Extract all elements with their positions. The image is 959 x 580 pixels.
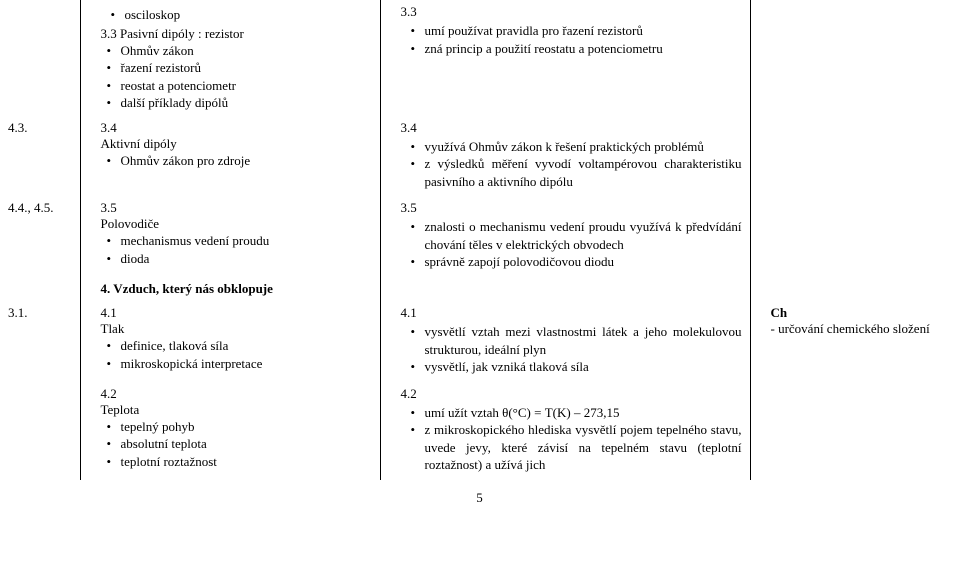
col-section-ref: 3.1.: [0, 301, 80, 382]
sub-bullet-item: Ohmův zákon: [107, 42, 372, 60]
table-row: 4.4., 4.5.3.5Polovodičemechanismus veden…: [0, 196, 959, 277]
curriculum-table: osciloskop3.3 Pasivní dipóly : rezistorO…: [0, 0, 959, 480]
col-links: [750, 0, 959, 116]
heading: 4. Vzduch, který nás obklopuje: [89, 281, 372, 297]
text-line: 3.4: [389, 120, 742, 136]
col-outcomes: 3.4 využívá Ohmův zákon k řešení praktick…: [380, 116, 750, 197]
text-line: Tlak: [89, 321, 372, 337]
col-content: osciloskop 3.3 Pasivní dipóly : rezistorO…: [80, 0, 380, 116]
bullet-list: znalosti o mechanismu vedení proudu využ…: [389, 218, 742, 271]
text-line: - určování chemického složení: [759, 321, 952, 337]
col-section-ref: [0, 0, 80, 116]
bullet-item: umí používat pravidla pro řazení rezisto…: [411, 22, 742, 40]
col-links: [750, 116, 959, 197]
table-row: 3.1.4.1Tlakdefinice, tlaková sílamikrosk…: [0, 301, 959, 382]
bullet-item: zná princip a použití reostatu a potenci…: [411, 40, 742, 58]
sub-bullet-item: absolutní teplota: [107, 435, 372, 453]
text-line: 3.5: [89, 200, 372, 216]
col-content: 3.4Aktivní dipólyOhmův zákon pro zdroje: [80, 116, 380, 197]
col-section-ref: 4.4., 4.5.: [0, 196, 80, 277]
text-line: Polovodiče: [89, 216, 372, 232]
table-row: 4.3.3.4Aktivní dipólyOhmův zákon pro zdr…: [0, 116, 959, 197]
table-row: 4. Vzduch, který nás obklopuje: [0, 277, 959, 301]
bullet-item: z mikroskopického hlediska vysvětlí poje…: [411, 421, 742, 474]
text-line: Teplota: [89, 402, 372, 418]
text-line: 3.3 Pasivní dipóly : rezistor: [89, 26, 372, 42]
bullet-list: umí užít vztah θ(°C) = T(K) – 273,15z mi…: [389, 404, 742, 474]
sub-bullet-list: Ohmův zákonřazení rezistorůreostat a pot…: [89, 42, 372, 112]
bullet-list: umí používat pravidla pro řazení rezisto…: [389, 22, 742, 57]
col-content: 4. Vzduch, který nás obklopuje: [80, 277, 380, 301]
bullet-list: vysvětlí vztah mezi vlastnostmi látek a …: [389, 323, 742, 376]
col-outcomes: 4.1 vysvětlí vztah mezi vlastnostmi látek…: [380, 301, 750, 382]
col-links: [750, 277, 959, 301]
page-number: 5: [0, 480, 959, 506]
text-line: Aktivní dipóly: [89, 136, 372, 152]
table-row: osciloskop 3.3 Pasivní dipóly : rezistorO…: [0, 0, 959, 116]
text-line: 3.5: [389, 200, 742, 216]
text-line: 4.1: [389, 305, 742, 321]
bullet-item: správně zapojí polovodičovou diodu: [411, 253, 742, 271]
text-line: 4.2: [389, 386, 742, 402]
sub-bullet-list: mechanismus vedení proududioda: [89, 232, 372, 267]
sub-bullet-item: mikroskopická interpretace: [107, 355, 372, 373]
text-line: 4.2: [89, 386, 372, 402]
bullet-item: vysvětlí vztah mezi vlastnostmi látek a …: [411, 323, 742, 358]
col-outcomes: 4.2 umí užít vztah θ(°C) = T(K) – 273,15z…: [380, 382, 750, 480]
bullet-item: z výsledků měření vyvodí voltampérovou c…: [411, 155, 742, 190]
sub-bullet-item: Ohmův zákon pro zdroje: [107, 152, 372, 170]
sub-bullet-item: dioda: [107, 250, 372, 268]
col-outcomes: [380, 277, 750, 301]
col-content: 4.1Tlakdefinice, tlaková sílamikroskopic…: [80, 301, 380, 382]
table-row: 4.2Teplotatepelný pohybabsolutní teplota…: [0, 382, 959, 480]
sub-bullet-item: řazení rezistorů: [107, 59, 372, 77]
col-links: [750, 382, 959, 480]
col-links: Ch- určování chemického složení: [750, 301, 959, 382]
sub-bullet-item: další příklady dipólů: [107, 94, 372, 112]
col-outcomes: 3.3 umí používat pravidla pro řazení rezi…: [380, 0, 750, 116]
bullet-list: využívá Ohmův zákon k řešení praktických…: [389, 138, 742, 191]
col-section-ref: 4.3.: [0, 116, 80, 197]
col-links: [750, 196, 959, 277]
bullet-list: osciloskop: [89, 6, 372, 24]
sub-bullet-item: definice, tlaková síla: [107, 337, 372, 355]
col-content: 3.5Polovodičemechanismus vedení proududi…: [80, 196, 380, 277]
col-section-ref: [0, 277, 80, 301]
sub-bullet-list: definice, tlaková sílamikroskopická inte…: [89, 337, 372, 372]
heading: Ch: [759, 305, 952, 321]
bullet-item: znalosti o mechanismu vedení proudu využ…: [411, 218, 742, 253]
bullet-item: využívá Ohmův zákon k řešení praktických…: [411, 138, 742, 156]
bullet-item: umí užít vztah θ(°C) = T(K) – 273,15: [411, 404, 742, 422]
bullet-item: vysvětlí, jak vzniká tlaková síla: [411, 358, 742, 376]
sub-bullet-item: mechanismus vedení proudu: [107, 232, 372, 250]
col-section-ref: [0, 382, 80, 480]
sub-bullet-list: tepelný pohybabsolutní teplotateplotní r…: [89, 418, 372, 471]
sub-bullet-item: teplotní roztažnost: [107, 453, 372, 471]
col-outcomes: 3.5 znalosti o mechanismu vedení proudu v…: [380, 196, 750, 277]
sub-bullet-item: tepelný pohyb: [107, 418, 372, 436]
text-line: 3.3: [389, 4, 742, 20]
text-line: 4.1: [89, 305, 372, 321]
sub-bullet-list: Ohmův zákon pro zdroje: [89, 152, 372, 170]
text-line: 3.4: [89, 120, 372, 136]
sub-bullet-item: reostat a potenciometr: [107, 77, 372, 95]
bullet-item: osciloskop: [111, 6, 372, 24]
col-content: 4.2Teplotatepelný pohybabsolutní teplota…: [80, 382, 380, 480]
